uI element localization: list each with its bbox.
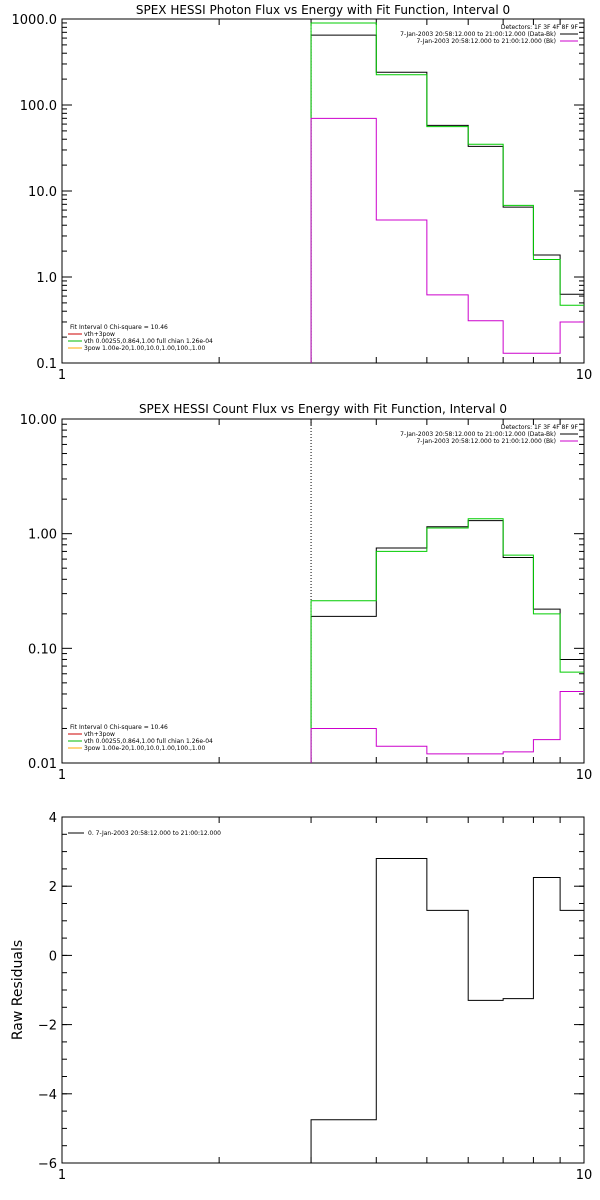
x-tick-label: 10 [576,1168,593,1183]
residuals-panel: Raw Residuals −6 −4 −2 0 2 4 1 10 0. 7-Jan-2003 … [10,811,592,1183]
legend-bottom-text: Fit Interval 0 Chi-square = 10.46 [70,324,168,331]
y-tick-label: 1.00 [28,528,57,543]
series-0-line [310,858,584,1163]
y-tick-label: −4 [38,1088,57,1103]
series-1-line [310,518,584,763]
photon-flux-title: SPEX HESSI Photon Flux vs Energy with Fi… [136,3,510,17]
y-tick-label: 10.00 [20,413,57,428]
series-0-line [310,34,584,363]
series-2-line [310,117,584,363]
series-1-line [310,22,584,363]
y-tick-label: 0.1 [36,357,57,372]
residuals-plot-frame [61,816,585,1164]
legend-top-text: 7-Jan-2003 20:58:12.000 to 21:00:12.000 … [416,438,556,445]
legend-bottom-text: vth 0.00255,0.864,1.00 full chian 1.26e-… [84,738,213,745]
photon-flux-plot-area: 0.1 1.0 10.0 100.0 1000.0 1 10 Detectors: 1F 3F… [12,13,593,383]
y-tick-label: 1000.0 [12,13,58,28]
legend-bottom-text: 3pow 1.00e-20,1.00,10.0,1.00,100.,1.00 [84,745,205,752]
residuals-plot-area: −6 −4 −2 0 2 4 1 10 0. 7-Jan-2003 20:58:12.000 t… [38,811,592,1183]
photon-flux-plot-frame [61,18,585,364]
residuals-y-axis-label: Raw Residuals [10,940,26,1040]
y-tick-label: 10.0 [28,185,57,200]
legend-top-text: 7-Jan-2003 20:58:12.000 to 21:00:12.000 … [400,31,556,38]
y-tick-label: 0 [49,949,57,964]
y-tick-label: 4 [49,811,57,826]
y-tick-label: 100.0 [20,99,57,114]
legend-bottom-text: vth+3pow [84,331,115,338]
legend-top-text: 7-Jan-2003 20:58:12.000 to 21:00:12.000 … [400,431,556,438]
count-flux-panel: SPEX HESSI Count Flux vs Energy with Fit… [20,402,592,783]
x-tick-label: 10 [576,368,593,383]
count-flux-title: SPEX HESSI Count Flux vs Energy with Fit… [139,402,507,416]
legend-bottom-text: Fit Interval 0 Chi-square = 10.46 [70,724,168,731]
count-flux-plot-area: 0.01 0.10 1.00 10.00 1 10 Detectors: 1F 3F 4F … [20,413,592,783]
y-tick-label: 2 [49,880,57,895]
x-tick-label: 1 [58,368,66,383]
y-tick-label: 1.0 [36,271,57,286]
legend-top-text: 0. 7-Jan-2003 20:58:12.000 to 21:00:12.0… [88,830,221,837]
legend-bottom-text: vth 0.00255,0.864,1.00 full chian 1.26e-… [84,338,213,345]
x-tick-label: 10 [576,768,593,783]
legend-top-text: Detectors: 1F 3F 4F 8F 9F [501,424,579,431]
photon-flux-panel: SPEX HESSI Photon Flux vs Energy with Fi… [12,3,593,383]
x-tick-label: 1 [58,768,66,783]
series-0-line [310,520,584,763]
y-tick-label: 0.10 [28,642,57,657]
y-tick-label: 0.01 [28,757,57,772]
legend-bottom-text: 3pow 1.00e-20,1.00,10.0,1.00,100.,1.00 [84,345,205,352]
y-tick-label: −6 [38,1157,57,1172]
legend-top-text: 7-Jan-2003 20:58:12.000 to 21:00:12.000 … [416,38,556,45]
legend-top-text: Detectors: 1F 3F 4F 8F 9F [501,24,579,31]
series-2-line [310,691,584,763]
count-flux-plot-frame [61,418,585,764]
y-tick-label: −2 [38,1019,57,1034]
legend-bottom-text: vth+3pow [84,731,115,738]
x-tick-label: 1 [58,1168,66,1183]
